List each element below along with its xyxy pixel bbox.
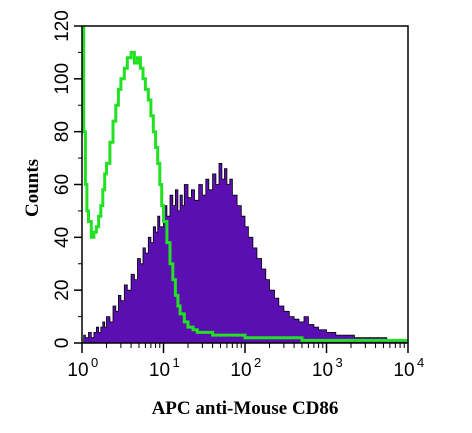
x-tick-exponent: 1 xyxy=(173,355,180,370)
x-tick-exponent: 4 xyxy=(417,355,424,370)
x-axis-title: APC anti-Mouse CD86 xyxy=(152,398,339,419)
x-tick-label: 10 xyxy=(312,360,333,381)
x-tick-label: 10 xyxy=(230,360,251,381)
y-tick-label: 40 xyxy=(52,227,73,248)
x-tick-label: 10 xyxy=(393,360,414,381)
y-axis: 0 20 40 60 80 100 120 xyxy=(52,10,82,348)
y-tick-label: 120 xyxy=(52,10,73,42)
y-tick-label: 60 xyxy=(52,174,73,195)
x-tick-label: 10 xyxy=(67,360,88,381)
x-tick-label: 10 xyxy=(149,360,170,381)
y-tick-label: 80 xyxy=(52,121,73,142)
x-tick-exponent: 3 xyxy=(336,355,343,370)
y-tick-label: 100 xyxy=(52,63,73,95)
y-tick-label: 0 xyxy=(52,338,73,349)
x-tick-exponent: 0 xyxy=(91,355,98,370)
y-tick-label: 20 xyxy=(52,280,73,301)
y-axis-title: Counts xyxy=(22,159,43,217)
series-layer xyxy=(82,26,408,343)
x-axis: 10 0 10 1 10 2 10 3 10 4 xyxy=(67,343,424,381)
series-histogram-filled xyxy=(82,163,408,343)
x-tick-exponent: 2 xyxy=(254,355,261,370)
series-histogram-outline xyxy=(82,26,408,343)
